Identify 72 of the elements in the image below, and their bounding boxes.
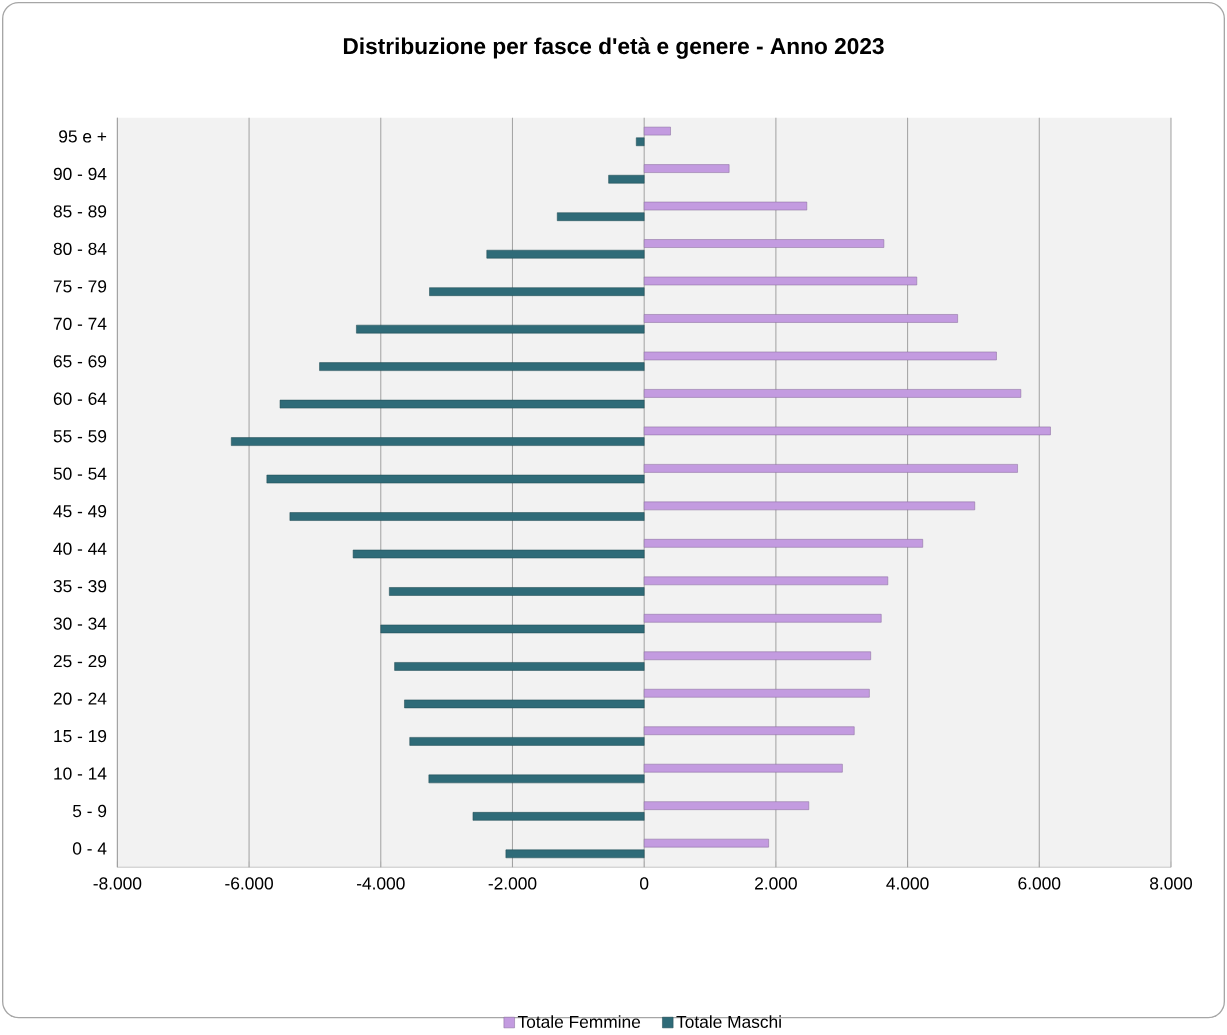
chart-title: Distribuzione per fasce d'età e genere - Anno 2023 — [343, 37, 884, 59]
bar — [643, 763, 843, 773]
bar — [636, 137, 645, 146]
y-tick-label: 90 - 94 — [53, 167, 107, 180]
bar — [643, 164, 730, 173]
bar — [643, 688, 870, 698]
bar — [643, 726, 855, 735]
bar — [643, 126, 671, 136]
bar — [356, 324, 645, 334]
bar — [643, 576, 889, 586]
bar — [643, 613, 882, 623]
bar — [643, 801, 810, 810]
bar — [428, 774, 645, 784]
y-tick-label: 55 - 59 — [53, 430, 107, 443]
bar — [409, 737, 645, 746]
bar — [643, 501, 976, 511]
bar — [608, 174, 645, 184]
bar — [279, 399, 645, 409]
bar — [394, 662, 645, 671]
bar — [505, 849, 645, 859]
bar — [319, 362, 645, 371]
y-tick-label: 75 - 79 — [53, 280, 107, 293]
y-tick-label: 30 - 34 — [53, 617, 107, 630]
y-tick-label: 95 e + — [59, 130, 107, 143]
bar — [643, 464, 1018, 473]
y-tick-label: 70 - 74 — [53, 317, 107, 330]
bar — [289, 512, 645, 521]
y-tick-label: 10 - 14 — [54, 767, 107, 780]
bar — [643, 201, 808, 211]
bar — [380, 624, 645, 634]
bar — [486, 249, 645, 259]
bar — [389, 587, 645, 596]
y-tick-label: 40 - 44 — [53, 542, 107, 555]
y-tick-label: 0 - 4 — [72, 842, 107, 855]
x-tick-label: 2.000 — [755, 877, 797, 890]
bar — [643, 351, 997, 361]
x-tick-label: -2.000 — [488, 877, 537, 890]
legend-label: Totale Femmine — [517, 1015, 641, 1028]
bar — [231, 437, 645, 446]
y-tick-label: 15 - 19 — [54, 729, 107, 743]
bar — [643, 276, 918, 286]
x-tick-label: 8.000 — [1150, 877, 1192, 890]
y-tick-label: 5 - 9 — [72, 804, 107, 818]
y-tick-label: 35 - 39 — [53, 579, 107, 593]
bar — [643, 651, 871, 660]
y-tick-label: 25 - 29 — [53, 654, 107, 668]
x-tick-label: -6.000 — [225, 877, 273, 890]
bar — [643, 389, 1022, 398]
y-tick-label: 20 - 24 — [53, 692, 107, 705]
x-tick-label: 4.000 — [886, 877, 929, 890]
bar — [472, 812, 645, 821]
bar — [643, 426, 1051, 436]
x-tick-label: -8.000 — [93, 877, 142, 890]
y-tick-label: 65 - 69 — [53, 355, 107, 368]
bar — [643, 314, 958, 323]
bar — [643, 838, 769, 848]
bar — [556, 212, 645, 221]
y-tick-label: 60 - 64 — [53, 392, 107, 405]
y-tick-label: 45 - 49 — [53, 504, 107, 518]
bar — [643, 539, 923, 548]
bar — [429, 287, 645, 296]
y-tick-label: 50 - 54 — [53, 467, 107, 480]
x-tick-label: 6.000 — [1018, 877, 1061, 890]
bar — [266, 474, 645, 484]
legend-label: Totale Maschi — [676, 1015, 781, 1028]
bar — [404, 699, 645, 709]
y-tick-label: 80 - 84 — [53, 242, 107, 255]
y-tick-label: 85 - 89 — [53, 205, 107, 218]
x-tick-label: -4.000 — [356, 877, 405, 890]
x-tick-label: 0 — [640, 877, 649, 890]
bar — [352, 549, 645, 559]
bar — [643, 239, 885, 248]
